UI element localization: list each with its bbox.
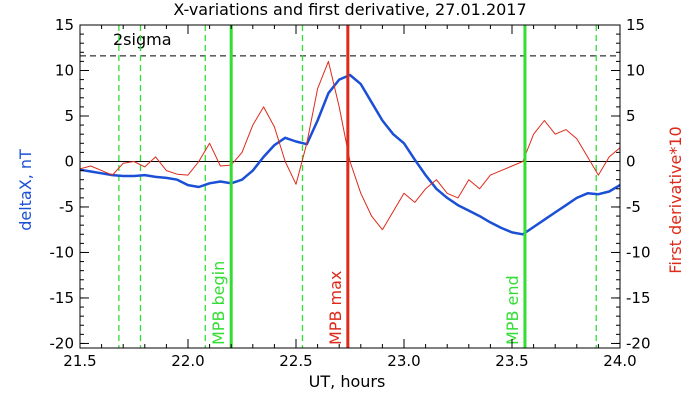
y-tick-label-left: 5 bbox=[64, 107, 74, 125]
marker-labels: MPB begin MPB max MPB end bbox=[209, 261, 522, 345]
y-tick-label-left: 0 bbox=[64, 152, 74, 170]
x-tick-label: 21.5 bbox=[63, 352, 96, 370]
y-tick-label-left: -20 bbox=[50, 334, 75, 352]
y-tick-label-right: -5 bbox=[626, 198, 641, 216]
derivative-series-line bbox=[79, 60, 621, 231]
marker-label: MPB end bbox=[503, 275, 522, 345]
deltaX-series-line bbox=[79, 73, 621, 236]
y-tick-label-left: -10 bbox=[50, 243, 75, 261]
sigma-annotation: 2sigma bbox=[113, 30, 172, 49]
y-tick-label-left: -15 bbox=[50, 289, 75, 307]
left-axis-label: deltaX, nT bbox=[16, 149, 35, 231]
x-tick-label: 24.0 bbox=[603, 352, 636, 370]
y-tick-label-right: -10 bbox=[626, 243, 651, 261]
y-tick-label-left: 10 bbox=[55, 61, 74, 79]
x-tick-label: 23.0 bbox=[387, 352, 420, 370]
chart-title: X-variations and first derivative, 27.01… bbox=[173, 0, 526, 19]
y-tick-label-right: 10 bbox=[626, 61, 645, 79]
right-axis-label: First derivative*10 bbox=[666, 126, 685, 273]
x-axis-label: UT, hours bbox=[309, 372, 386, 391]
y-tick-label-right: 15 bbox=[626, 16, 645, 34]
y-tick-label-right: -15 bbox=[626, 289, 651, 307]
plot-frame bbox=[79, 24, 621, 349]
y-tick-label-right: 5 bbox=[626, 107, 636, 125]
plot-area: 21.5 22.0 22.5 23.0 23.5 24.0 15 15 10 10 5 5 0 0 -5 -5… bbox=[50, 16, 651, 370]
y-tick-label-left: -5 bbox=[59, 198, 74, 216]
x-tick-label: 22.0 bbox=[171, 352, 204, 370]
y-tick-label-right: 0 bbox=[626, 152, 636, 170]
x-tick-label: 22.5 bbox=[279, 352, 312, 370]
marker-label: MPB max bbox=[326, 271, 345, 345]
y-tick-label-right: -20 bbox=[626, 334, 651, 352]
x-tick-label: 23.5 bbox=[495, 352, 528, 370]
y-tick-label-left: 15 bbox=[55, 16, 74, 34]
marker-label: MPB begin bbox=[209, 261, 228, 345]
